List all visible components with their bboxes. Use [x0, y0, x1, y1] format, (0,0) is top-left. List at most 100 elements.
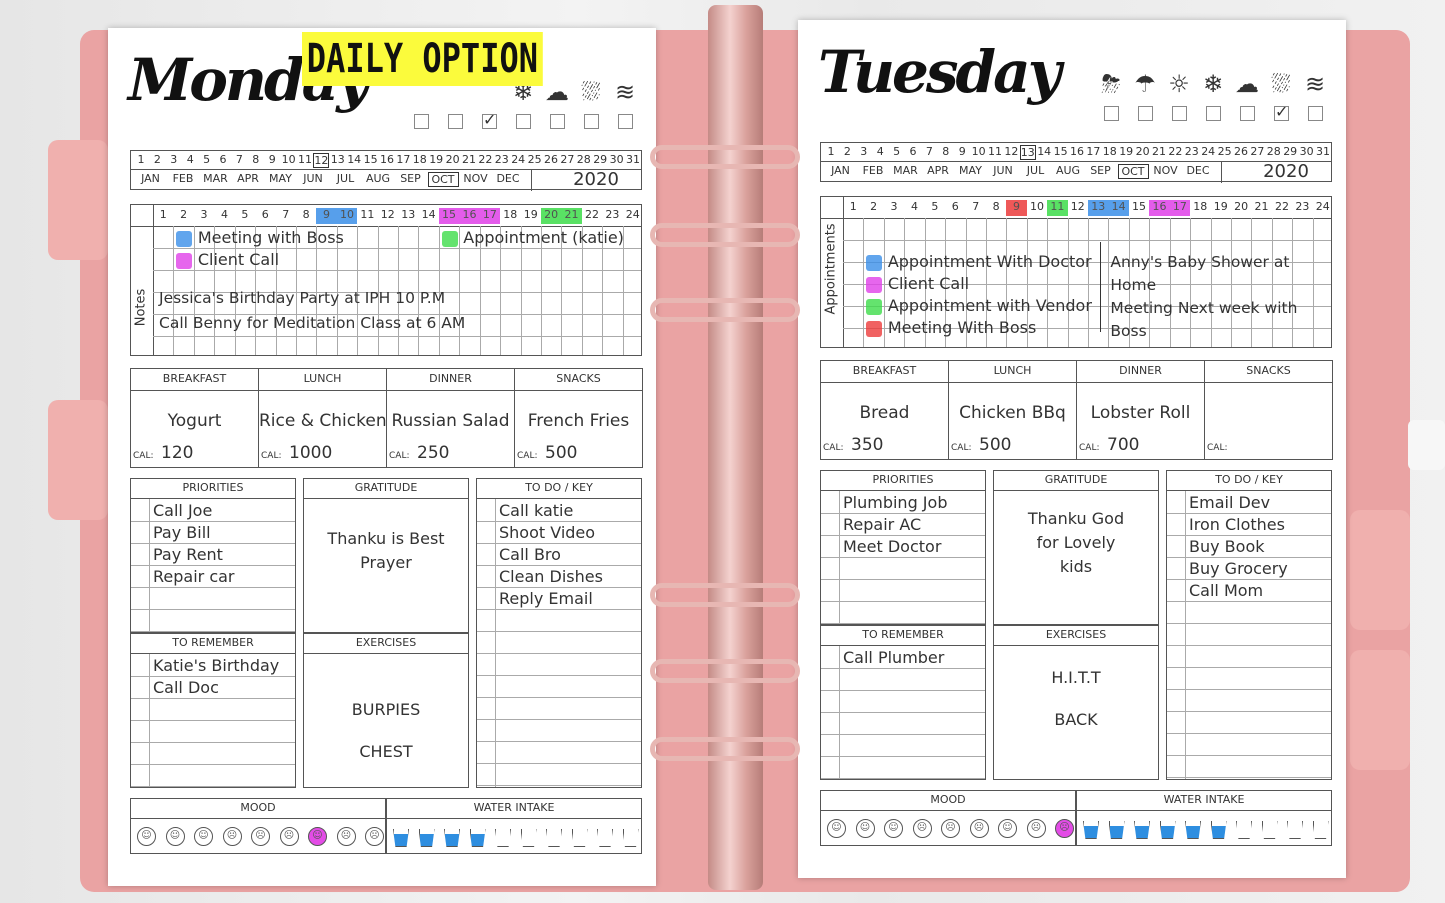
month-mar[interactable]: MAR	[893, 164, 918, 177]
day-number[interactable]: 26	[544, 153, 558, 166]
water-cup-icon[interactable]	[1185, 821, 1201, 839]
day-number[interactable]: 24	[1201, 145, 1216, 158]
day-number[interactable]: 3	[860, 145, 868, 158]
day-number[interactable]: 12	[1004, 145, 1019, 158]
month-jul[interactable]: JUL	[336, 172, 355, 185]
day-number[interactable]: 16	[1070, 145, 1084, 158]
day-number[interactable]: 6	[909, 145, 917, 158]
appointment-entry[interactable]: Appointment (katie)	[463, 228, 624, 247]
hour-11[interactable]: 11	[1047, 200, 1068, 216]
mood-face-icon[interactable]: ☺	[884, 819, 903, 838]
hour-12[interactable]: 12	[380, 208, 395, 221]
meal-calories[interactable]: 500	[979, 435, 1012, 455]
list-item[interactable]: BACK	[1054, 710, 1098, 729]
note-line[interactable]: Meeting Next week with	[1110, 299, 1298, 317]
closure-strap[interactable]	[1408, 420, 1445, 470]
day-number[interactable]: 9	[958, 145, 966, 158]
month-mar[interactable]: MAR	[203, 172, 228, 185]
list-item[interactable]: Reply Email	[499, 589, 593, 608]
mood-face-icon[interactable]: ☺	[998, 819, 1017, 838]
hour-6[interactable]: 6	[261, 208, 269, 221]
meal-calories[interactable]: 700	[1107, 435, 1140, 455]
weather-checkbox[interactable]	[1308, 106, 1323, 121]
mood-face-icon[interactable]: ☺	[137, 827, 156, 846]
hour-21[interactable]: 21	[561, 208, 582, 224]
month-jun[interactable]: JUN	[993, 164, 1013, 177]
list-item[interactable]: Email Dev	[1189, 493, 1271, 512]
list-item[interactable]: Thanku is Best	[327, 529, 445, 548]
day-number[interactable]: 17	[1086, 145, 1101, 158]
month-aug[interactable]: AUG	[1055, 164, 1081, 177]
note-line[interactable]: Call Benny for Meditation Class at 6 AM	[159, 314, 466, 332]
hour-3[interactable]: 3	[200, 208, 208, 221]
weather-checkbox[interactable]	[618, 114, 633, 129]
day-number[interactable]: 23	[494, 153, 509, 166]
day-number[interactable]: 13	[330, 153, 345, 166]
hour-20[interactable]: 20	[540, 208, 562, 224]
mood-face-icon[interactable]: ☹	[941, 819, 960, 838]
day-number[interactable]: 11	[298, 153, 312, 166]
mood-face-icon[interactable]: ☹	[251, 827, 270, 846]
mood-face-icon[interactable]: ☹	[1055, 819, 1074, 838]
mood-face-icon[interactable]: ☹	[222, 827, 242, 846]
hour-16[interactable]: 16	[1149, 200, 1170, 216]
mood-face-icon[interactable]: ☹	[336, 827, 356, 846]
weather-checkbox[interactable]	[1104, 106, 1119, 121]
hour-22[interactable]: 22	[1274, 200, 1289, 213]
list-item[interactable]: Call Bro	[499, 545, 561, 564]
day-number[interactable]: 2	[153, 153, 161, 166]
day-number[interactable]: 28	[1266, 145, 1281, 158]
weather-checkbox[interactable]: ✓	[482, 110, 497, 129]
weather-checkbox[interactable]	[1206, 106, 1221, 121]
list-item[interactable]: Plumbing Job	[843, 493, 948, 512]
day-number[interactable]: 14	[347, 153, 362, 166]
day-number[interactable]: 19	[1119, 145, 1134, 158]
divider-tab[interactable]	[1350, 510, 1410, 630]
water-cup-icon[interactable]	[444, 829, 460, 847]
note-line[interactable]: Home	[1110, 276, 1157, 294]
hour-16[interactable]: 16	[459, 208, 480, 224]
note-line[interactable]: Boss	[1110, 322, 1147, 340]
hour-8[interactable]: 8	[992, 200, 1000, 213]
day-number[interactable]: 18	[1102, 145, 1117, 158]
day-number[interactable]: 21	[1152, 145, 1166, 158]
water-cup-icon[interactable]	[1134, 821, 1150, 839]
day-number[interactable]: 5	[893, 145, 901, 158]
month-may[interactable]: MAY	[959, 164, 982, 177]
day-number[interactable]: 6	[219, 153, 227, 166]
day-number[interactable]: 26	[1234, 145, 1248, 158]
hour-2[interactable]: 2	[180, 208, 188, 221]
month-oct[interactable]: OCT	[427, 172, 459, 187]
list-item[interactable]: Clean Dishes	[499, 567, 603, 586]
month-oct[interactable]: OCT	[1117, 164, 1149, 179]
month-jun[interactable]: JUN	[303, 172, 323, 185]
hour-10[interactable]: 10	[336, 208, 358, 224]
water-cup-icon[interactable]	[1261, 821, 1278, 839]
day-number[interactable]: 8	[252, 153, 260, 166]
day-number[interactable]: 11	[988, 145, 1002, 158]
meal-calories[interactable]: 1000	[289, 443, 333, 463]
hour-1[interactable]: 1	[849, 200, 857, 213]
list-item[interactable]: Call Mom	[1189, 581, 1264, 600]
day-number[interactable]: 31	[626, 153, 640, 166]
note-line[interactable]: Jessica's Birthday Party at IPH 10 P.M	[159, 289, 446, 307]
weather-checkbox[interactable]	[550, 114, 565, 129]
day-number[interactable]: 22	[1168, 145, 1183, 158]
list-item[interactable]: Repair AC	[843, 515, 922, 534]
appointment-entry[interactable]: Client Call	[197, 250, 280, 269]
day-number[interactable]: 15	[363, 153, 378, 166]
list-item[interactable]: Katie's Birthday	[153, 656, 280, 675]
hour-8[interactable]: 8	[302, 208, 310, 221]
day-number[interactable]: 13	[1019, 145, 1036, 160]
divider-tab[interactable]	[48, 400, 108, 520]
weather-checkbox[interactable]: ✓	[1274, 102, 1289, 121]
day-number[interactable]: 31	[1316, 145, 1330, 158]
list-item[interactable]: Prayer	[360, 553, 412, 572]
hour-12[interactable]: 12	[1070, 200, 1085, 213]
day-number[interactable]: 10	[281, 153, 296, 166]
list-item[interactable]: Repair car	[153, 567, 235, 586]
hour-13[interactable]: 13	[1088, 200, 1109, 216]
list-item[interactable]: Thanku God	[1027, 509, 1125, 528]
month-sep[interactable]: SEP	[1090, 164, 1111, 177]
hour-7[interactable]: 7	[972, 200, 980, 213]
